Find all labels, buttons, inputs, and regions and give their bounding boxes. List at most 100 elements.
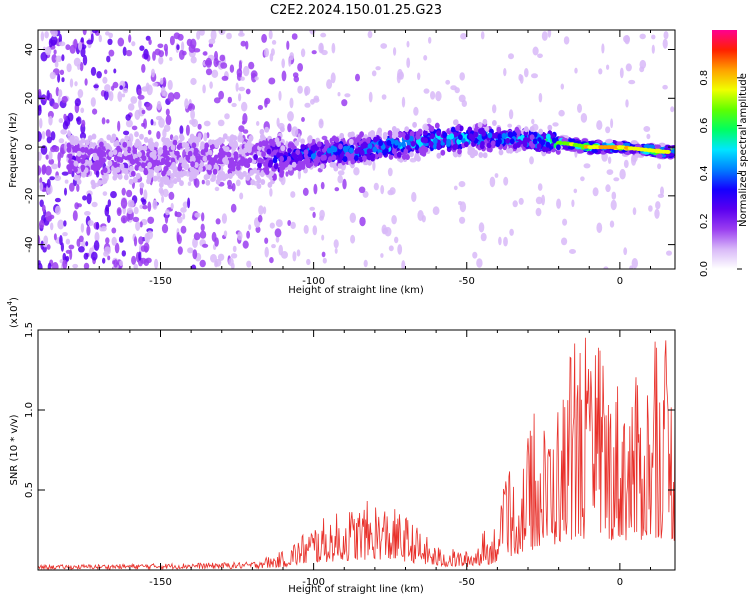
spectrogram-noise-blob: [173, 32, 181, 40]
spectrogram-ridge-blob: [327, 156, 333, 163]
spectrogram-noise-blob: [413, 106, 419, 116]
spectrogram-noise-blob: [353, 167, 360, 176]
spectrogram-noise-blob: [460, 33, 467, 40]
spectrogram-ridge-blob: [244, 142, 250, 149]
spectrogram-ridge-blob: [366, 148, 372, 155]
spectrogram-noise-blob: [74, 202, 80, 210]
spectrogram-ridge-blob: [203, 174, 209, 181]
spectrogram-noise-blob: [61, 96, 68, 104]
spectrogram-noise-blob: [248, 61, 255, 70]
spectrogram-noise-blob: [104, 246, 111, 255]
spectrogram-ridge-blob: [297, 160, 303, 167]
spectrogram-noise-blob: [69, 78, 74, 88]
spectrogram-noise-blob: [393, 47, 397, 56]
spectrogram-noise-blob: [58, 118, 64, 124]
spectrogram-noise-blob: [141, 198, 147, 206]
spectrogram-ridge-blob: [73, 174, 79, 181]
spectrogram-noise-blob: [54, 61, 59, 68]
spectrogram-noise-blob: [150, 119, 154, 126]
spectrogram-ridge-blob: [418, 147, 424, 153]
spectrogram-ridge-blob: [229, 157, 235, 164]
spectrogram-noise-blob: [373, 182, 379, 191]
spectrogram-ridge-blob: [348, 138, 354, 145]
spectrogram-noise-blob: [50, 30, 58, 38]
spectrogram-noise-blob: [321, 135, 328, 141]
spectrogram-noise-blob: [176, 216, 183, 224]
spectrogram-noise-blob: [139, 45, 145, 51]
spectrogram-ridge-blob: [237, 172, 243, 179]
spectrogram-noise-blob: [256, 121, 260, 126]
spectrogram-ridge-blob: [547, 124, 553, 131]
spectrogram-noise-blob: [211, 231, 217, 242]
snr-scale-exponent: 4: [6, 300, 14, 305]
spectrogram-noise-blob: [132, 216, 140, 223]
spectrogram-ridge-blob: [165, 179, 171, 186]
spectrogram-noise-blob: [458, 181, 466, 188]
spectrogram-ridge-blob: [630, 140, 638, 145]
spectrogram-noise-blob: [662, 84, 668, 90]
spectrogram-ridge-blob: [97, 162, 102, 169]
spectrogram-ridge-blob: [337, 162, 343, 169]
spectrogram-ridge-blob: [442, 132, 448, 138]
spectrogram-noise-blob: [72, 210, 78, 222]
spectrogram-noise-blob: [363, 259, 368, 268]
spectrogram-ridge-blob: [386, 139, 392, 146]
spectrogram-noise-blob: [102, 191, 108, 197]
spectrogram-noise-blob: [194, 178, 200, 188]
spectrogram-noise-blob: [453, 185, 458, 191]
spectrogram-noise-blob: [139, 186, 144, 196]
snr-panel: -150 -100 -50 0 0.5 1.0 1.5 Height of straight…: [6, 297, 676, 595]
spectrogram-ridge-blob: [226, 151, 232, 158]
spectrogram-ridge-blob: [470, 135, 476, 142]
spectrogram-noise-blob: [619, 168, 626, 180]
spectrogram-noise-blob: [87, 220, 94, 226]
spectrogram-ridge-blob: [242, 170, 248, 177]
spectrogram-noise-blob: [38, 262, 43, 269]
spectrogram-noise-blob: [101, 117, 106, 125]
spectrogram-ridge-blob: [260, 133, 265, 140]
spectrogram-ridge-blob: [373, 136, 378, 143]
spectrogram-noise-blob: [287, 220, 292, 226]
spectrogram-noise-blob: [235, 179, 241, 187]
spectrogram-noise-blob: [111, 227, 117, 234]
spectrogram-ridge-blob: [259, 128, 265, 135]
spectrogram-ridge-blob: [137, 151, 142, 158]
spectrogram-noise-blob: [104, 84, 111, 92]
spectrogram-noise-blob: [121, 250, 127, 257]
spectrogram-noise-blob: [201, 212, 205, 222]
spectrogram-ridge-blob: [97, 179, 103, 186]
spectrogram-noise-blob: [93, 84, 99, 89]
spectrogram-noise-blob: [417, 72, 421, 81]
spectrogram-noise-blob: [38, 234, 41, 246]
spectrogram-ridge-blob: [72, 146, 77, 152]
spectrogram-noise-blob: [411, 191, 417, 203]
spectrogram-ridge-blob: [134, 131, 139, 138]
spectrogram-noise-blob: [38, 151, 42, 161]
spectrogram-noise-blob: [375, 66, 381, 71]
spectrogram-noise-blob: [134, 109, 141, 120]
spectrogram-noise-blob: [269, 222, 275, 229]
spectrogram-noise-blob: [459, 72, 466, 81]
spectrogram-noise-blob: [65, 255, 70, 262]
spectrogram-ridge-blob: [119, 163, 125, 170]
spectrogram-noise-blob: [552, 122, 559, 127]
spectrogram-noise-blob: [322, 257, 327, 264]
spectrogram-noise-blob: [632, 207, 637, 216]
spectrogram-noise-blob: [68, 244, 75, 250]
spectrogram-noise-blob: [181, 41, 185, 52]
spectrogram-ridge-blob: [142, 145, 148, 152]
spectrogram-noise-blob: [289, 97, 294, 109]
spectrogram-ridge-blob: [432, 138, 438, 145]
spectrogram-ridge-blob: [212, 168, 218, 175]
spectrogram-noise-blob: [320, 181, 325, 190]
spectrogram-noise-blob: [264, 47, 269, 58]
spectrogram-noise-blob: [86, 225, 91, 236]
spectrogram-noise-blob: [140, 245, 146, 252]
spectrogram-noise-blob: [213, 57, 219, 68]
spectrogram-ridge-blob: [331, 154, 337, 161]
spectrogram-ridge-blob: [473, 150, 478, 157]
spectrogram-noise-blob: [107, 199, 112, 207]
spectrogram-noise-blob: [319, 43, 324, 53]
spectrogram-ridge-blob: [141, 155, 147, 162]
spectrogram-noise-blob: [320, 32, 327, 38]
